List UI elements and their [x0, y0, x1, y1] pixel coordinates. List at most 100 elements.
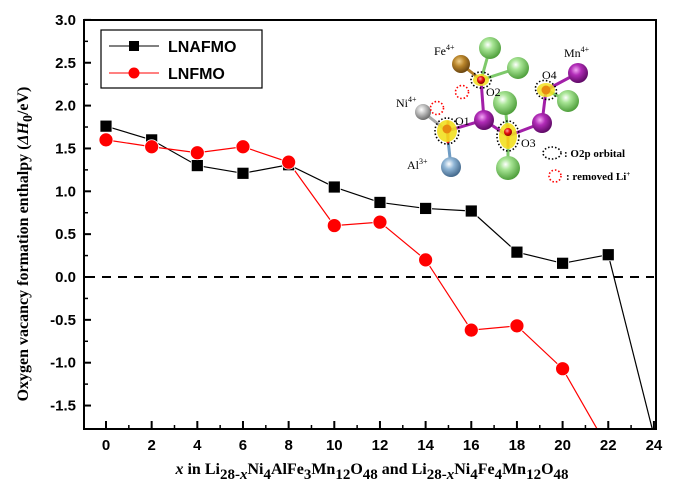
data-point-lnfmo: [326, 218, 342, 233]
removed-li-site: [454, 84, 470, 100]
atom-green: [507, 57, 529, 79]
atom-green: [493, 91, 517, 115]
data-point-lnfmo: [463, 322, 479, 338]
axis-title-part: /eV): [15, 87, 32, 116]
axis-title-part: 0: [21, 115, 36, 122]
data-point-lnfmo: [144, 139, 160, 155]
data-point-lnfmo: [235, 139, 251, 155]
axis-title-part: ΔH: [15, 121, 32, 145]
x-tick-label: 0: [102, 437, 110, 454]
data-point-lnafmo: [99, 119, 113, 133]
data-point-lnfmo: [418, 252, 434, 268]
legend-box: [100, 29, 263, 89]
axis-title-part: in Li: [183, 461, 220, 478]
y-tick-label: -1.0: [50, 355, 76, 372]
x-tick-label: 2: [147, 437, 155, 454]
axis-title-part: Ni: [247, 461, 264, 478]
atom-purple: [474, 110, 494, 130]
axis-title-part: AlFe: [271, 461, 304, 478]
series-layer: [98, 119, 653, 428]
atom-purple: [532, 113, 552, 133]
y-tick-label: 1.5: [55, 140, 76, 157]
y-tick-label: 2.5: [55, 55, 76, 72]
axis-title-part: 12: [335, 467, 350, 483]
data-point-lnafmo: [556, 256, 569, 270]
axis-title-part: 4: [470, 467, 478, 483]
key-o2p-label: : O2p orbital: [564, 148, 625, 160]
x-axis: 0 2 4 6 8 10 12 14 16 18 20 22 24: [102, 421, 663, 454]
x-tick-label: 6: [239, 437, 247, 454]
y-tick-label: -1.5: [50, 398, 76, 415]
y-tick-label: 0.0: [55, 269, 76, 286]
atom-fe: [452, 55, 470, 73]
label-al: Al3+: [407, 157, 428, 172]
axis-title-part: Oxygen vacancy formation enthalpy (: [15, 145, 32, 402]
axis-title-part: 12: [526, 467, 541, 483]
data-point-lnfmo: [509, 318, 525, 334]
axis-title-part: 48: [554, 467, 569, 483]
data-point-lnafmo: [464, 204, 478, 218]
data-point-lnfmo: [98, 132, 114, 148]
atom-ni: [415, 104, 431, 120]
removed-li-site: [429, 100, 445, 116]
axis-title-part: and Li: [378, 461, 427, 478]
y-tick-label: 1.0: [55, 183, 76, 200]
data-point-lnfmo: [189, 145, 205, 161]
x-tick-label: 20: [554, 437, 571, 454]
x-tick-label: 18: [509, 437, 526, 454]
axis-title-part: Mn: [311, 461, 335, 478]
axis-title-part: x: [174, 461, 183, 478]
data-point-lnfmo: [372, 214, 388, 230]
key-removed-li-symbol: [548, 169, 562, 183]
legend-label-lnafmo: LNAFMO: [168, 39, 236, 56]
atom-green: [479, 37, 501, 59]
axis-title-part: 48: [363, 467, 378, 483]
label-o4: O4: [542, 68, 557, 82]
axis-title-part: 28-: [427, 467, 447, 483]
axis-title-part: Ni: [454, 461, 471, 478]
oxygen-o3: [496, 120, 520, 152]
data-point-lnafmo: [327, 180, 341, 194]
x-tick-label: 22: [600, 437, 617, 454]
axis-title-part: 28-: [220, 467, 240, 483]
y-tick-label: 3.0: [55, 12, 76, 29]
atom-mn: [568, 63, 588, 83]
inset-structure: Fe4+ Mn4+ Ni4+ Al3+ O1 O2 O3 O4 : O2p or…: [396, 37, 630, 183]
atom-green: [557, 90, 579, 112]
key-o2p-symbol: [542, 146, 562, 160]
atom-al: [441, 157, 461, 177]
y-tick-label: 0.5: [55, 226, 76, 243]
series-line-lnfmo: [105, 139, 598, 428]
y-tick-label: -0.5: [50, 312, 76, 329]
key-removed-li-label: : removed Li+: [566, 170, 630, 183]
axis-title-part: Fe: [478, 461, 495, 478]
label-mn: Mn4+: [564, 45, 590, 60]
x-tick-label: 14: [417, 437, 434, 454]
label-fe: Fe4+: [434, 43, 455, 58]
oxygen-o2: [470, 71, 492, 89]
legend-marker-lnfmo: [128, 67, 140, 79]
atom-green: [496, 156, 520, 180]
data-point-lnafmo: [373, 196, 387, 209]
oxygen-o1: [434, 117, 460, 145]
x-tick-label: 12: [372, 437, 389, 454]
y-axis-title: Oxygen vacancy formation enthalpy (ΔH0/e…: [15, 87, 36, 402]
x-tick-label: 8: [284, 437, 292, 454]
x-tick-label: 24: [646, 437, 663, 454]
axis-title-part: Mn: [502, 461, 526, 478]
axis-title-part: x: [239, 467, 248, 483]
label-o2: O2: [486, 85, 501, 99]
y-tick-label: 2.0: [55, 98, 76, 115]
legend-marker-lnafmo: [129, 41, 139, 51]
axis-title-part: O: [350, 461, 362, 478]
y-axis: -1.5 -1.0 -0.5 0.0 0.5 1.0 1.5 2.0 2.5 3.0: [50, 12, 91, 415]
data-point-lnafmo: [510, 245, 524, 259]
plot-frame: [83, 19, 657, 430]
x-tick-label: 10: [326, 437, 343, 454]
data-point-lnafmo: [236, 166, 250, 180]
axis-title-part: 4: [263, 467, 271, 483]
data-point-lnafmo: [601, 248, 615, 262]
axis-title-part: x: [446, 467, 455, 483]
axis-title-part: 3: [304, 467, 312, 483]
